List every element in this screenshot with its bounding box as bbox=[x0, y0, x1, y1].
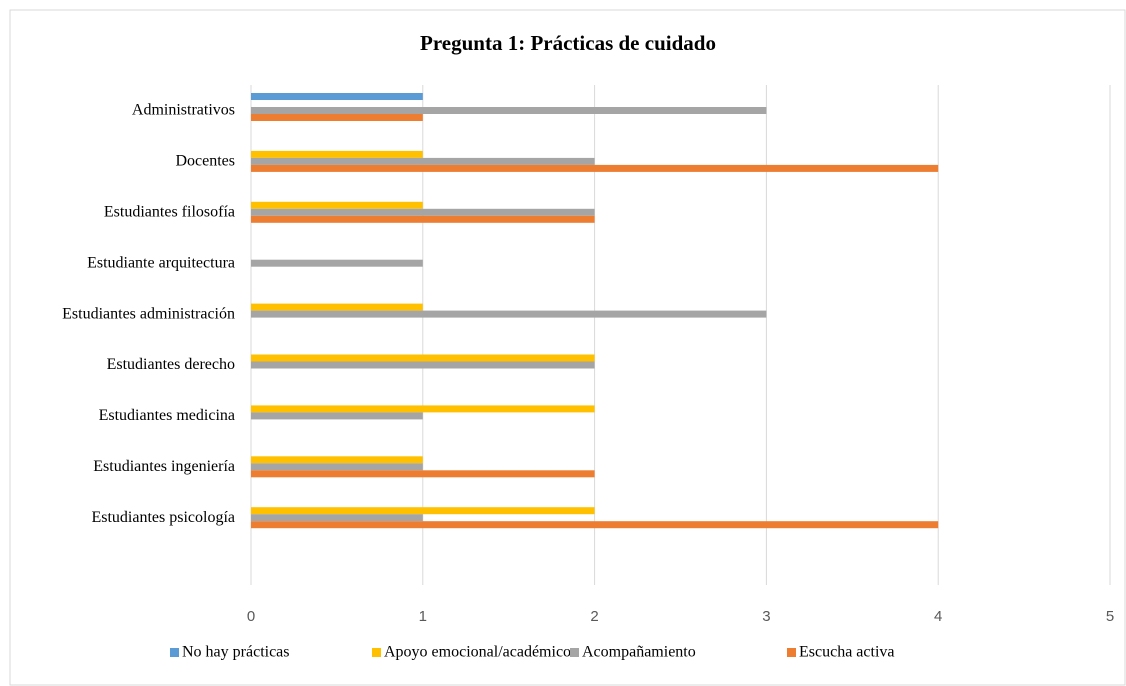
bar bbox=[251, 521, 939, 529]
bar bbox=[251, 310, 767, 318]
bar bbox=[251, 157, 595, 165]
legend-label: No hay prácticas bbox=[182, 644, 290, 661]
bar bbox=[251, 405, 595, 413]
bar bbox=[251, 215, 595, 223]
bar bbox=[251, 93, 423, 100]
x-tick-label: 5 bbox=[1106, 608, 1114, 625]
legend-swatch bbox=[170, 648, 179, 657]
bar bbox=[251, 412, 423, 420]
y-tick-label: Estudiantes psicología bbox=[91, 509, 235, 526]
legend-label: Apoyo emocional/académico bbox=[384, 644, 571, 661]
x-tick-label: 0 bbox=[247, 608, 255, 625]
legend-swatch bbox=[372, 648, 381, 657]
y-tick-label: Estudiantes filosofía bbox=[104, 203, 235, 220]
x-tick-label: 4 bbox=[934, 608, 942, 625]
y-tick-label: Docentes bbox=[175, 153, 235, 170]
bar bbox=[251, 164, 939, 172]
legend-swatch bbox=[787, 648, 796, 657]
bar bbox=[251, 354, 595, 362]
bar bbox=[251, 456, 423, 464]
y-tick-label: Estudiantes ingeniería bbox=[93, 458, 235, 475]
bar bbox=[251, 208, 595, 216]
y-tick-label: Estudiantes administración bbox=[62, 305, 235, 322]
y-tick-label: Estudiante arquitectura bbox=[87, 254, 235, 271]
legend-swatch bbox=[570, 648, 579, 657]
bar bbox=[251, 107, 767, 114]
bar bbox=[251, 114, 423, 121]
y-tick-label: Administrativos bbox=[132, 102, 235, 119]
legend-label: Acompañamiento bbox=[582, 644, 696, 661]
bar bbox=[251, 361, 595, 369]
bar bbox=[251, 507, 595, 515]
bar bbox=[251, 463, 423, 471]
bar bbox=[251, 303, 423, 311]
bar bbox=[251, 150, 423, 158]
bar bbox=[251, 514, 423, 522]
bar bbox=[251, 201, 423, 209]
bar bbox=[251, 470, 595, 478]
chart-frame bbox=[9, 9, 1126, 686]
bar bbox=[251, 259, 423, 267]
x-tick-label: 1 bbox=[419, 608, 427, 625]
x-tick-label: 2 bbox=[590, 608, 598, 625]
x-tick-label: 3 bbox=[762, 608, 770, 625]
y-tick-label: Estudiantes derecho bbox=[107, 356, 235, 373]
legend-label: Escucha activa bbox=[799, 644, 895, 661]
y-tick-label: Estudiantes medicina bbox=[99, 407, 235, 424]
chart-title: Pregunta 1: Prácticas de cuidado bbox=[420, 31, 716, 55]
